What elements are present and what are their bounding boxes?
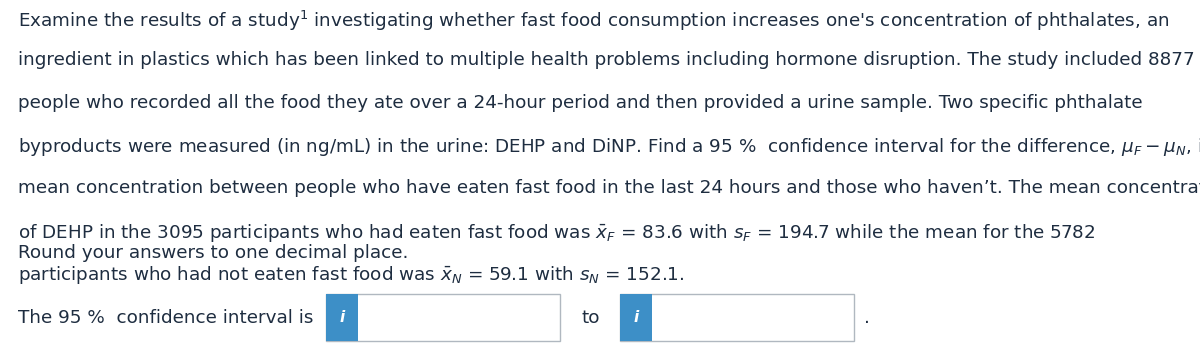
Text: Round your answers to one decimal place.: Round your answers to one decimal place. [18,244,408,262]
Text: byproducts were measured (in ng/mL) in the urine: DEHP and DiNP. Find a 95 %  co: byproducts were measured (in ng/mL) in t… [18,136,1200,158]
FancyBboxPatch shape [326,294,358,341]
Text: i: i [340,310,344,325]
Text: people who recorded all the food they ate over a 24-hour period and then provide: people who recorded all the food they at… [18,94,1142,112]
Text: Examine the results of a study$^1$ investigating whether fast food consumption i: Examine the results of a study$^1$ inves… [18,9,1169,33]
FancyBboxPatch shape [620,294,854,341]
Text: i: i [634,310,638,325]
Text: of DEHP in the 3095 participants who had eaten fast food was $\bar{x}_F$ = 83.6 : of DEHP in the 3095 participants who had… [18,222,1096,244]
Text: ingredient in plastics which has been linked to multiple health problems includi: ingredient in plastics which has been li… [18,51,1195,69]
Text: mean concentration between people who have eaten fast food in the last 24 hours : mean concentration between people who ha… [18,179,1200,197]
FancyBboxPatch shape [620,294,652,341]
Text: The 95 %  confidence interval is: The 95 % confidence interval is [18,309,313,327]
Text: participants who had not eaten fast food was $\bar{x}_N$ = 59.1 with $s_N$ = 152: participants who had not eaten fast food… [18,264,684,286]
FancyBboxPatch shape [326,294,560,341]
Text: to: to [582,309,600,327]
Text: .: . [864,309,870,327]
